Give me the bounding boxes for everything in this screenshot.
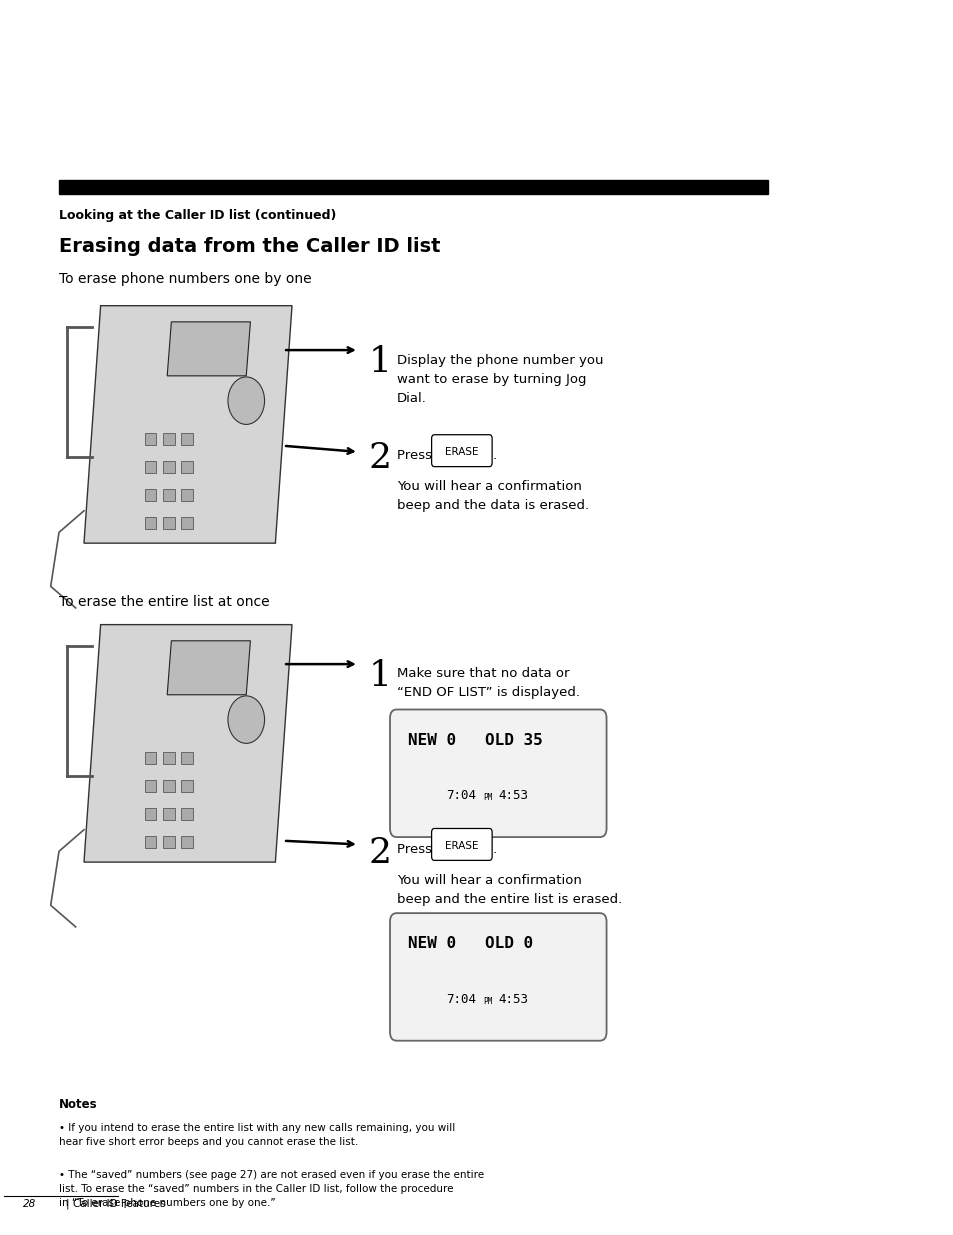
Text: 4:53: 4:53 [498,789,528,803]
Text: Press: Press [396,844,436,856]
Text: NEW 0   OLD 35: NEW 0 OLD 35 [408,732,542,748]
Text: Erasing data from the Caller ID list: Erasing data from the Caller ID list [59,237,440,256]
Bar [145,836,156,848]
Text: Make sure that no data or
“END OF LIST” is displayed.: Make sure that no data or “END OF LIST” … [396,667,579,699]
Bar [181,781,193,792]
Text: To erase the entire list at once: To erase the entire list at once [59,595,270,609]
Bar [181,489,193,501]
Bar [145,517,156,529]
Text: Looking at the Caller ID list (continued): Looking at the Caller ID list (continued… [59,209,336,222]
Text: 7:04: 7:04 [445,789,476,803]
FancyBboxPatch shape [431,829,492,861]
Text: | Caller ID Features: | Caller ID Features [66,1198,165,1209]
Text: Notes: Notes [59,1098,97,1112]
Text: • The “saved” numbers (see page 27) are not erased even if you erase the entire
: • The “saved” numbers (see page 27) are … [59,1170,483,1208]
Text: • If you intend to erase the entire list with any new calls remaining, you will
: • If you intend to erase the entire list… [59,1123,455,1147]
Text: NEW 0   OLD 0: NEW 0 OLD 0 [408,936,533,951]
Bar [145,433,156,445]
Bar [145,489,156,501]
Bar [145,461,156,473]
Polygon shape [84,306,292,543]
Text: 2: 2 [368,441,391,475]
Bar [181,752,193,764]
Bar [181,808,193,820]
FancyBboxPatch shape [390,709,606,837]
Bar [181,433,193,445]
Text: PM: PM [483,793,493,802]
Text: 7:04: 7:04 [445,993,476,1005]
Text: PM: PM [483,997,493,1005]
Bar [163,517,174,529]
Bar [181,836,193,848]
Bar [163,808,174,820]
Text: 1: 1 [368,345,391,379]
Text: .: . [492,450,496,462]
Text: 4:53: 4:53 [498,993,528,1005]
FancyBboxPatch shape [431,435,492,467]
Bar [181,461,193,473]
Bar [145,781,156,792]
Text: To erase phone numbers one by one: To erase phone numbers one by one [59,272,312,285]
Circle shape [228,377,264,425]
Text: ERASE: ERASE [445,841,478,851]
Bar [163,781,174,792]
FancyBboxPatch shape [390,913,606,1041]
Bar [181,517,193,529]
Bar [163,489,174,501]
Bar [163,752,174,764]
Bar [145,752,156,764]
Bar [163,461,174,473]
Polygon shape [84,625,292,862]
Bar [163,433,174,445]
Text: .: . [492,844,496,856]
Circle shape [228,695,264,743]
Text: 2: 2 [368,836,391,869]
Text: Press: Press [396,450,436,462]
Polygon shape [167,641,250,695]
Text: Display the phone number you
want to erase by turning Jog
Dial.: Display the phone number you want to era… [396,353,602,405]
Text: 28: 28 [23,1199,36,1209]
Bar [59,179,767,194]
Bar [145,808,156,820]
Text: 1: 1 [368,659,391,693]
Text: You will hear a confirmation
beep and the entire list is erased.: You will hear a confirmation beep and th… [396,874,621,906]
Polygon shape [167,322,250,375]
Text: ERASE: ERASE [445,447,478,457]
Text: You will hear a confirmation
beep and the data is erased.: You will hear a confirmation beep and th… [396,480,588,513]
Bar [163,836,174,848]
